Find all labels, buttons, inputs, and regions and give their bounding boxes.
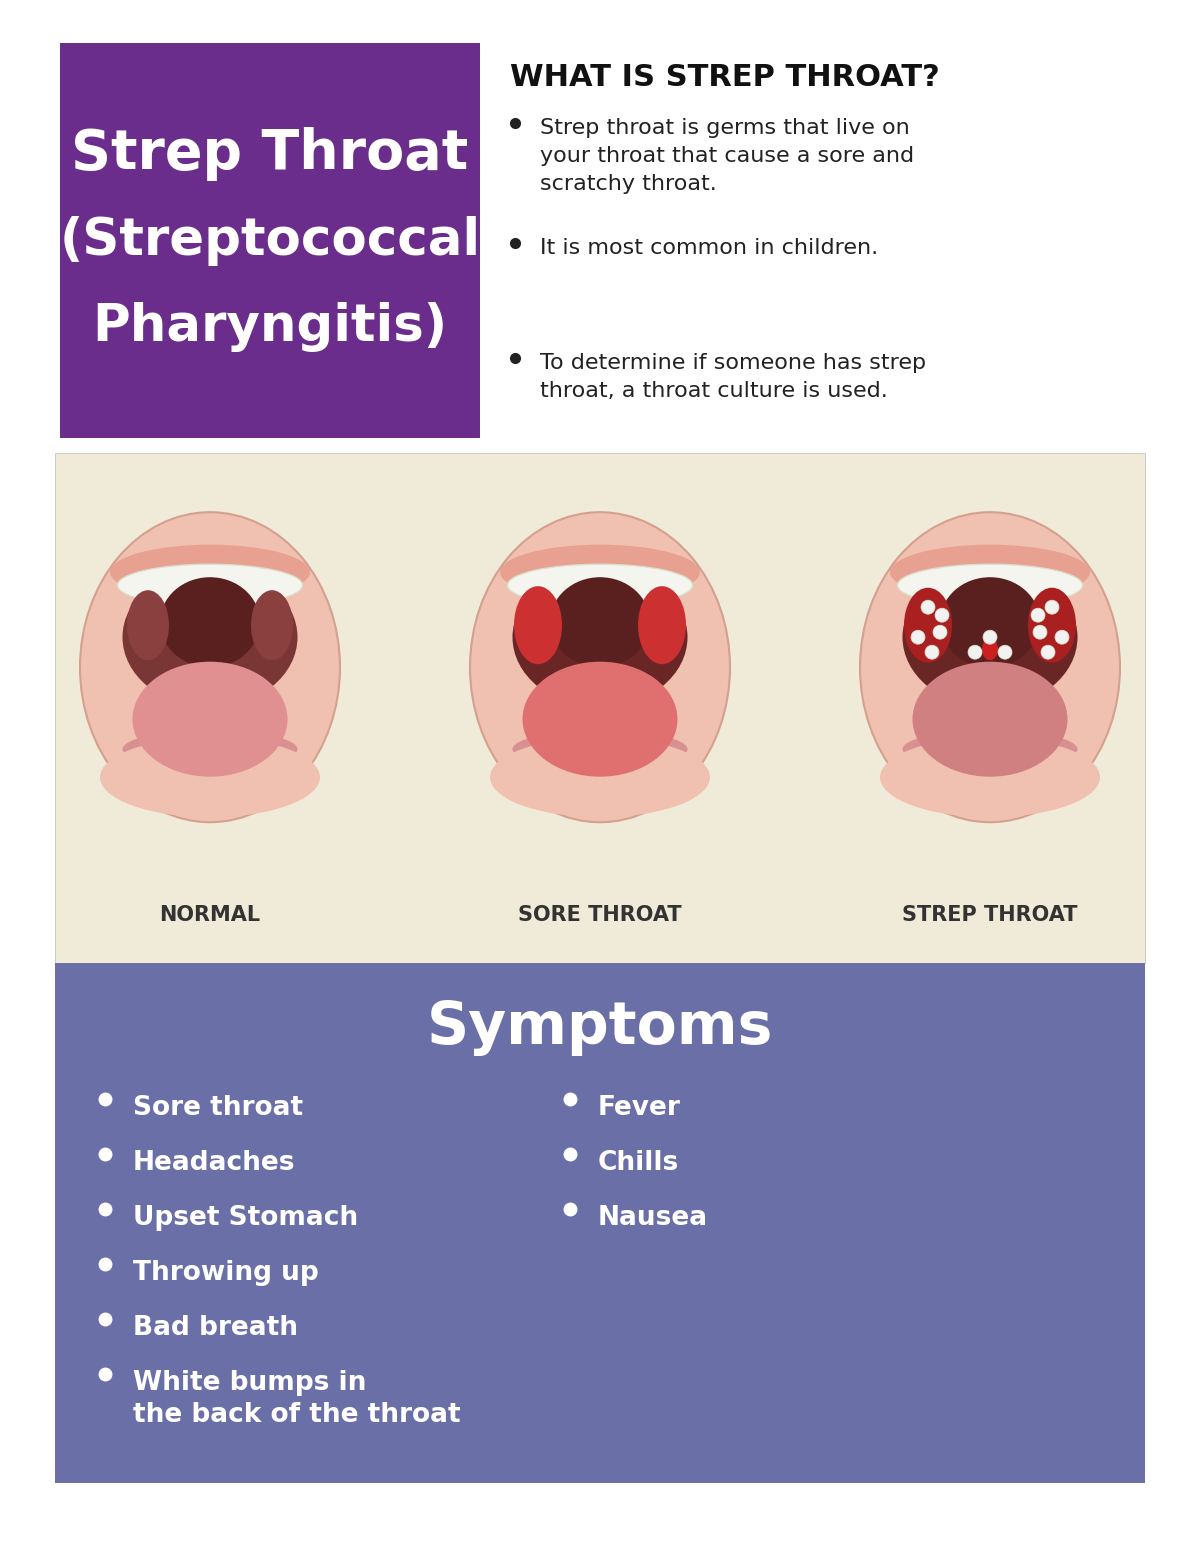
Circle shape (1031, 609, 1045, 623)
Ellipse shape (550, 578, 650, 668)
Ellipse shape (512, 730, 688, 769)
Circle shape (1055, 631, 1069, 644)
Ellipse shape (490, 738, 710, 817)
Text: Sore throat: Sore throat (133, 1095, 304, 1121)
FancyBboxPatch shape (55, 453, 1145, 963)
Ellipse shape (500, 545, 700, 599)
Ellipse shape (638, 585, 686, 665)
Text: Pharyngitis): Pharyngitis) (92, 303, 448, 353)
Ellipse shape (80, 512, 340, 822)
Ellipse shape (251, 590, 293, 660)
Text: SORE THROAT: SORE THROAT (518, 905, 682, 926)
Ellipse shape (904, 587, 952, 663)
Ellipse shape (902, 567, 1078, 707)
Circle shape (1042, 644, 1055, 658)
Ellipse shape (860, 512, 1120, 822)
Text: Throwing up: Throwing up (133, 1259, 319, 1286)
Ellipse shape (110, 545, 310, 599)
Text: (Streptococcal: (Streptococcal (60, 216, 480, 266)
Ellipse shape (508, 564, 692, 606)
Ellipse shape (880, 738, 1100, 817)
Circle shape (1045, 599, 1060, 613)
Ellipse shape (514, 585, 562, 665)
Text: It is most common in children.: It is most common in children. (540, 238, 878, 258)
Ellipse shape (512, 567, 688, 707)
Circle shape (935, 609, 949, 623)
Ellipse shape (127, 590, 169, 660)
Ellipse shape (940, 578, 1040, 668)
Ellipse shape (1028, 587, 1076, 663)
Circle shape (1033, 626, 1046, 640)
Text: Upset Stomach: Upset Stomach (133, 1205, 358, 1232)
FancyBboxPatch shape (55, 963, 1145, 1483)
Ellipse shape (912, 662, 1068, 776)
Ellipse shape (982, 638, 998, 660)
Ellipse shape (100, 738, 320, 817)
Circle shape (934, 626, 947, 640)
FancyBboxPatch shape (60, 43, 480, 438)
Text: Strep throat is germs that live on
your throat that cause a sore and
scratchy th: Strep throat is germs that live on your … (540, 118, 914, 194)
Ellipse shape (122, 730, 298, 769)
Text: Nausea: Nausea (598, 1205, 708, 1232)
Circle shape (911, 631, 925, 644)
Ellipse shape (890, 545, 1090, 599)
Ellipse shape (132, 662, 288, 776)
Text: Chills: Chills (598, 1151, 679, 1176)
Ellipse shape (160, 578, 260, 668)
Text: Headaches: Headaches (133, 1151, 295, 1176)
Text: Fever: Fever (598, 1095, 680, 1121)
Ellipse shape (902, 730, 1078, 769)
Ellipse shape (522, 662, 678, 776)
Text: STREP THROAT: STREP THROAT (902, 905, 1078, 926)
Text: White bumps in
the back of the throat: White bumps in the back of the throat (133, 1370, 461, 1429)
Text: NORMAL: NORMAL (160, 905, 260, 926)
Ellipse shape (470, 512, 730, 822)
Text: Symptoms: Symptoms (427, 1000, 773, 1056)
Circle shape (925, 644, 940, 658)
Ellipse shape (122, 567, 298, 707)
Circle shape (983, 631, 997, 644)
Text: To determine if someone has strep
throat, a throat culture is used.: To determine if someone has strep throat… (540, 353, 926, 401)
Ellipse shape (898, 564, 1082, 606)
Circle shape (968, 644, 982, 658)
Circle shape (922, 599, 935, 613)
Text: Strep Throat: Strep Throat (71, 127, 469, 180)
Circle shape (998, 644, 1012, 658)
Ellipse shape (118, 564, 302, 606)
Text: WHAT IS STREP THROAT?: WHAT IS STREP THROAT? (510, 64, 940, 92)
Text: Bad breath: Bad breath (133, 1315, 298, 1340)
